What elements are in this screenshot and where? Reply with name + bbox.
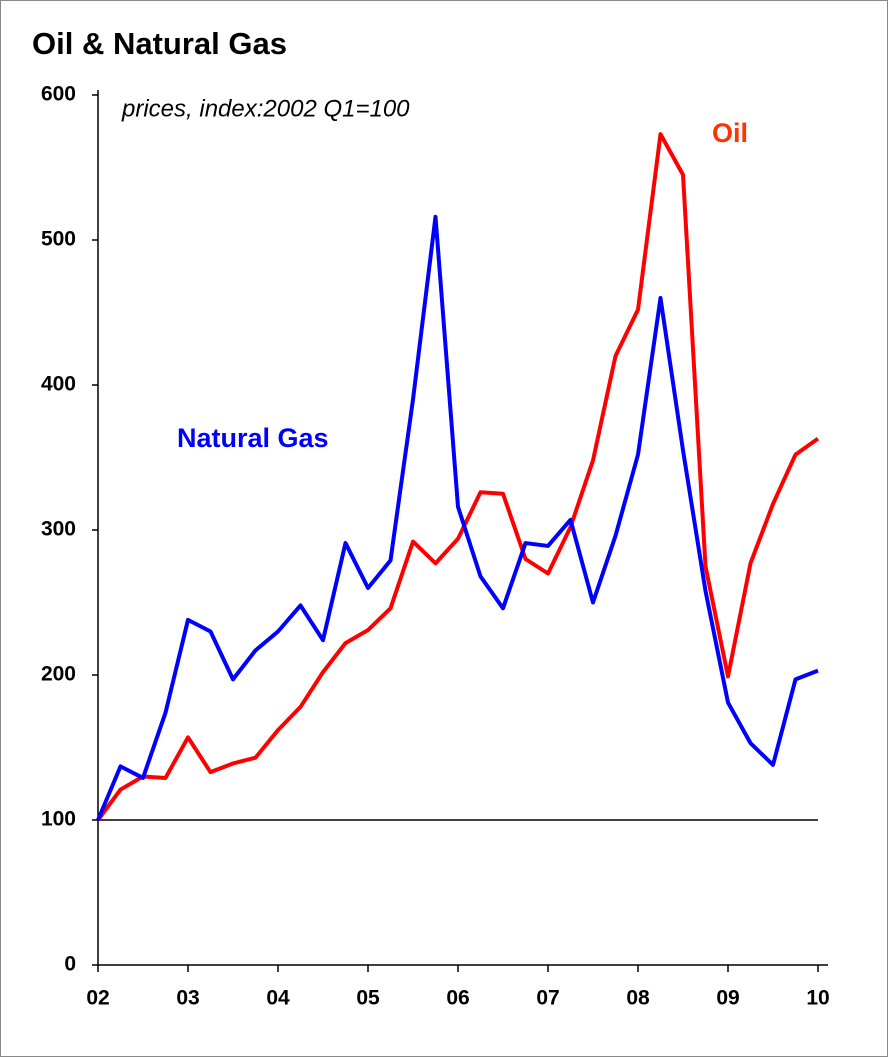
legend-gas: Natural Gas (177, 423, 329, 453)
subtitle: prices, index:2002 Q1=100 (121, 95, 410, 122)
x-tick-label: 08 (626, 987, 650, 1010)
series-line (96, 214, 819, 821)
x-tick-label: 04 (266, 987, 290, 1010)
y-tick-label: 400 (41, 373, 76, 396)
series-line (96, 132, 820, 822)
x-tick-label: 10 (806, 987, 829, 1010)
y-tick-label: 500 (41, 228, 76, 251)
x-tick-label: 09 (716, 987, 739, 1010)
y-tick-label: 100 (41, 808, 76, 831)
x-tick-label: 06 (446, 987, 469, 1010)
legend-oil: Oil (712, 118, 748, 148)
y-tick-label: 300 (41, 518, 76, 541)
x-tick-label: 07 (536, 987, 559, 1010)
chart-title: Oil & Natural Gas (32, 26, 287, 61)
x-tick-label: 02 (86, 987, 109, 1010)
y-tick-label: 200 (41, 663, 76, 686)
y-tick-label: 0 (64, 953, 76, 976)
x-tick-label: 05 (356, 987, 380, 1010)
y-tick-label: 600 (41, 83, 76, 106)
x-tick-label: 03 (176, 987, 199, 1010)
